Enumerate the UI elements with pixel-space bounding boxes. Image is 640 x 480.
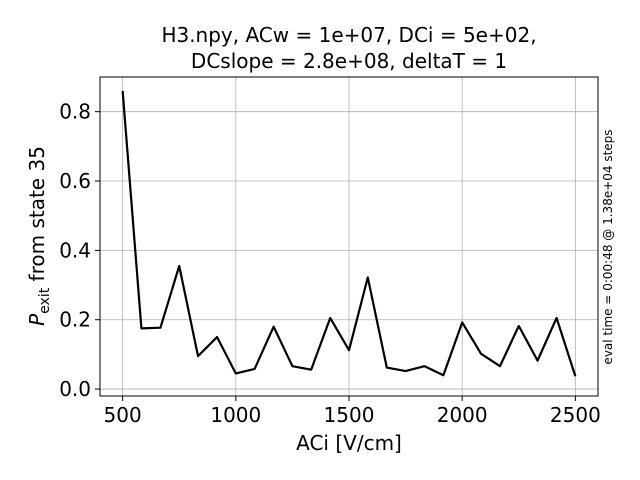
y-tick-label: 0.0 — [59, 377, 91, 401]
x-tick-label: 500 — [104, 403, 142, 427]
y-tick-label: 0.4 — [59, 238, 91, 262]
x-axis-label: ACi [V/cm] — [296, 431, 402, 455]
x-tick-label: 2000 — [437, 403, 488, 427]
y-axis-label: Pexit from state 35 — [25, 146, 53, 326]
eval-time-note: eval time = 0:00:48 @ 1.38e+04 steps — [601, 129, 615, 364]
y-tick-label: 0.6 — [59, 169, 91, 193]
x-axis: 500 1000 1500 2000 2500 — [104, 396, 601, 427]
grid — [100, 77, 598, 396]
x-tick-label: 1000 — [210, 403, 261, 427]
series-layer — [121, 90, 577, 377]
y-axis-label-text: from state 35 — [25, 146, 49, 288]
y-tick-label: 0.2 — [59, 308, 91, 332]
chart-title-line-1: H3.npy, ACw = 1e+07, DCi = 5e+02, — [161, 23, 536, 47]
y-axis: 0.0 0.2 0.4 0.6 0.8 — [59, 100, 100, 401]
chart-title-line-2: DCslope = 2.8e+08, deltaT = 1 — [191, 49, 507, 73]
x-tick-label: 1500 — [324, 403, 375, 427]
x-tick-label: 2500 — [550, 403, 601, 427]
y-tick-label: 0.8 — [59, 100, 91, 124]
y-axis-label-subscript: exit — [37, 287, 53, 314]
series-line — [121, 90, 577, 377]
y-axis-label-symbol: P — [25, 313, 49, 326]
